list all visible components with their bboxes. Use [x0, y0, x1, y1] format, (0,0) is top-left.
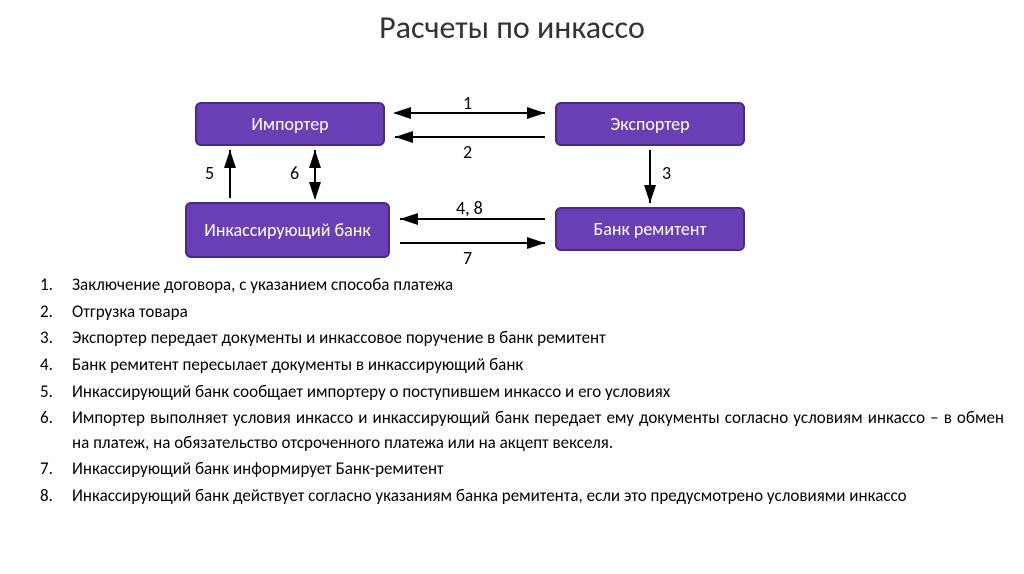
- list-item: 6.Импортер выполняет условия инкассо и и…: [40, 406, 1004, 455]
- list-item: 4.Банк ремитент пересылает документы в и…: [40, 353, 1004, 378]
- list-item-text: Импортер выполняет условия инкассо и инк…: [72, 406, 1004, 455]
- list-item: 8.Инкассирующий банк действует согласно …: [40, 484, 1004, 509]
- list-item: 1.Заключение договора, с указанием спосо…: [40, 273, 1004, 298]
- list-item-number: 4.: [40, 353, 72, 378]
- list-item-text: Инкассирующий банк информирует Банк-реми…: [72, 457, 1004, 482]
- list-item-text: Банк ремитент пересылает документы в инк…: [72, 353, 1004, 378]
- edge-label-e3: 3: [662, 162, 671, 184]
- node-collecting-bank: Инкассирующий банк: [185, 202, 390, 258]
- list-item-number: 7.: [40, 457, 72, 482]
- list-item-number: 8.: [40, 484, 72, 509]
- page-title: Расчеты по инкассо: [0, 0, 1024, 47]
- list-item-text: Экспортер передает документы и инкассово…: [72, 326, 1004, 351]
- list-item-number: 5.: [40, 380, 72, 405]
- list-item-number: 6.: [40, 406, 72, 455]
- edge-label-e6: 6: [290, 162, 299, 184]
- list-item-text: Отгрузка товара: [72, 300, 1004, 325]
- edge-label-e2: 2: [463, 141, 472, 163]
- list-item-text: Заключение договора, с указанием способа…: [72, 273, 1004, 298]
- list-item: 3.Экспортер передает документы и инкассо…: [40, 326, 1004, 351]
- list-item: 2.Отгрузка товара: [40, 300, 1004, 325]
- node-remitting-bank: Банк ремитент: [555, 207, 745, 251]
- list-item: 5.Инкассирующий банк сообщает импортеру …: [40, 380, 1004, 405]
- list-item-text: Инкассирующий банк действует согласно ук…: [72, 484, 1004, 509]
- list-item-number: 3.: [40, 326, 72, 351]
- legend-list: 1.Заключение договора, с указанием спосо…: [0, 267, 1024, 509]
- list-item-number: 1.: [40, 273, 72, 298]
- list-item-text: Инкассирующий банк сообщает импортеру о …: [72, 380, 1004, 405]
- list-item-number: 2.: [40, 300, 72, 325]
- edge-label-e5: 5: [205, 162, 214, 184]
- arrows-layer: [0, 47, 1024, 267]
- node-exporter: Экспортер: [555, 102, 745, 146]
- flowchart: Импортер Экспортер Инкассирующий банк Ба…: [0, 47, 1024, 267]
- edge-label-e7: 7: [463, 247, 472, 269]
- list-item: 7.Инкассирующий банк информирует Банк-ре…: [40, 457, 1004, 482]
- edge-label-e48: 4, 8: [456, 197, 483, 219]
- edge-label-e1: 1: [463, 92, 472, 114]
- node-importer: Импортер: [195, 102, 385, 146]
